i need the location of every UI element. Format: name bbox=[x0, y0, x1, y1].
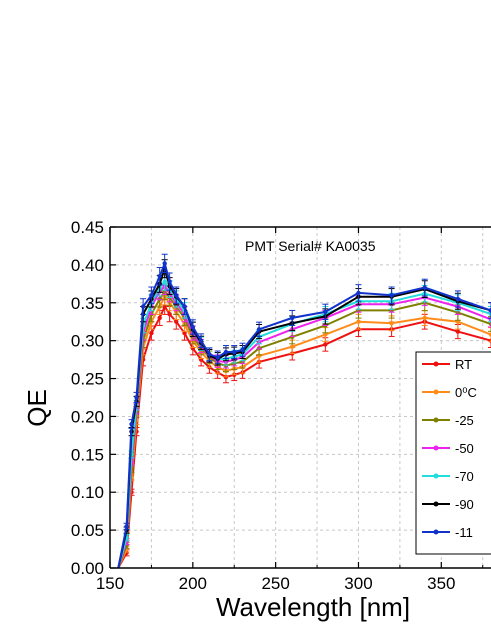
legend-label: -50 bbox=[455, 441, 474, 456]
y-tick-label: 0.05 bbox=[71, 521, 104, 540]
legend-marker bbox=[433, 417, 439, 423]
y-tick-label: 0.45 bbox=[71, 218, 104, 237]
x-tick-label: 150 bbox=[96, 574, 124, 593]
data-point bbox=[174, 293, 179, 298]
gridlines bbox=[110, 226, 491, 568]
data-point bbox=[488, 332, 491, 337]
legend-marker bbox=[433, 445, 439, 451]
legend-entry: -90 bbox=[422, 497, 474, 512]
data-point bbox=[182, 330, 187, 336]
data-point bbox=[455, 296, 461, 302]
legend-label: -90 bbox=[455, 497, 474, 512]
y-tick-label: 0.10 bbox=[71, 483, 104, 502]
data-point bbox=[182, 304, 187, 309]
y-tick-label: 0.15 bbox=[71, 445, 104, 464]
y-tick-label: 0.25 bbox=[71, 370, 104, 389]
x-axis-title: Wavelength [nm] bbox=[216, 592, 410, 622]
series-7 bbox=[117, 253, 491, 569]
data-point bbox=[455, 329, 461, 334]
y-tick-label: 0.40 bbox=[71, 256, 104, 275]
y-tick-label: 0.35 bbox=[71, 294, 104, 313]
data-point bbox=[140, 304, 146, 309]
legend-label: -70 bbox=[455, 469, 474, 484]
series-line bbox=[117, 289, 491, 569]
data-point bbox=[356, 290, 361, 296]
x-tick-label: 250 bbox=[261, 574, 289, 593]
x-tick-label: 300 bbox=[344, 574, 372, 593]
legend-label: 0⁰C bbox=[455, 385, 477, 400]
data-point bbox=[174, 319, 179, 324]
axes: 0.00 0.05 0.10 0.15 0.20 0.25 0.30 0.35 0.40 0.45… bbox=[71, 218, 491, 593]
data-point bbox=[232, 349, 237, 355]
data-point bbox=[256, 327, 262, 332]
x-tick-label: 200 bbox=[179, 574, 207, 593]
data-point bbox=[162, 279, 167, 284]
data-point bbox=[389, 321, 394, 326]
y-tick-label: 0.00 bbox=[71, 559, 104, 578]
data-point bbox=[149, 293, 154, 298]
legend-marker bbox=[433, 361, 439, 367]
data-point bbox=[162, 261, 167, 266]
data-point bbox=[129, 421, 134, 427]
data-point bbox=[290, 315, 295, 321]
y-tick-label: 0.30 bbox=[71, 332, 104, 351]
legend-entry: 0⁰C bbox=[422, 385, 477, 400]
data-point bbox=[134, 395, 139, 400]
data-point bbox=[157, 315, 162, 321]
legend-label: -25 bbox=[455, 413, 474, 428]
data-point bbox=[198, 338, 204, 343]
series-line bbox=[117, 294, 491, 569]
data-point bbox=[215, 355, 220, 360]
data-point bbox=[323, 332, 328, 337]
y-tick-label: 0.20 bbox=[71, 407, 104, 426]
data-point bbox=[167, 311, 172, 317]
series-line bbox=[117, 260, 491, 569]
data-point bbox=[124, 524, 129, 529]
data-point bbox=[422, 315, 427, 321]
data-point bbox=[207, 352, 212, 357]
data-point bbox=[223, 349, 229, 355]
legend-entry: -50 bbox=[422, 441, 474, 456]
data-point bbox=[323, 309, 328, 315]
legend-marker bbox=[433, 473, 439, 479]
x-tick-label: 350 bbox=[427, 574, 455, 593]
legend-label: -11 bbox=[455, 525, 473, 540]
data-point bbox=[422, 285, 427, 290]
chart-annotation: PMT Serial# KA0035 bbox=[245, 238, 376, 254]
legend-marker bbox=[433, 389, 439, 395]
series-layer bbox=[117, 253, 491, 569]
legend-entry: -70 bbox=[422, 469, 474, 484]
data-point bbox=[240, 347, 245, 352]
legend-entry: -25 bbox=[422, 413, 474, 428]
data-point bbox=[157, 274, 162, 279]
y-axis-title: QE bbox=[22, 389, 52, 427]
legend-label: RT bbox=[455, 357, 472, 372]
data-point bbox=[190, 324, 196, 330]
data-point bbox=[488, 308, 491, 313]
legend-marker bbox=[433, 501, 439, 507]
data-point bbox=[167, 279, 172, 284]
data-point bbox=[323, 342, 328, 347]
legend-entry: RT bbox=[422, 357, 472, 372]
data-point bbox=[389, 293, 394, 298]
legend-entry: -11 bbox=[422, 525, 473, 540]
data-point bbox=[290, 344, 295, 349]
legend: RT 0⁰C -25 -50 -70 -90 -11 bbox=[415, 351, 491, 555]
legend-box bbox=[415, 351, 491, 555]
data-point bbox=[488, 311, 491, 317]
legend-marker bbox=[433, 529, 439, 535]
data-point bbox=[162, 304, 167, 309]
data-point bbox=[488, 321, 491, 327]
data-point bbox=[356, 319, 361, 324]
data-point bbox=[149, 330, 154, 336]
